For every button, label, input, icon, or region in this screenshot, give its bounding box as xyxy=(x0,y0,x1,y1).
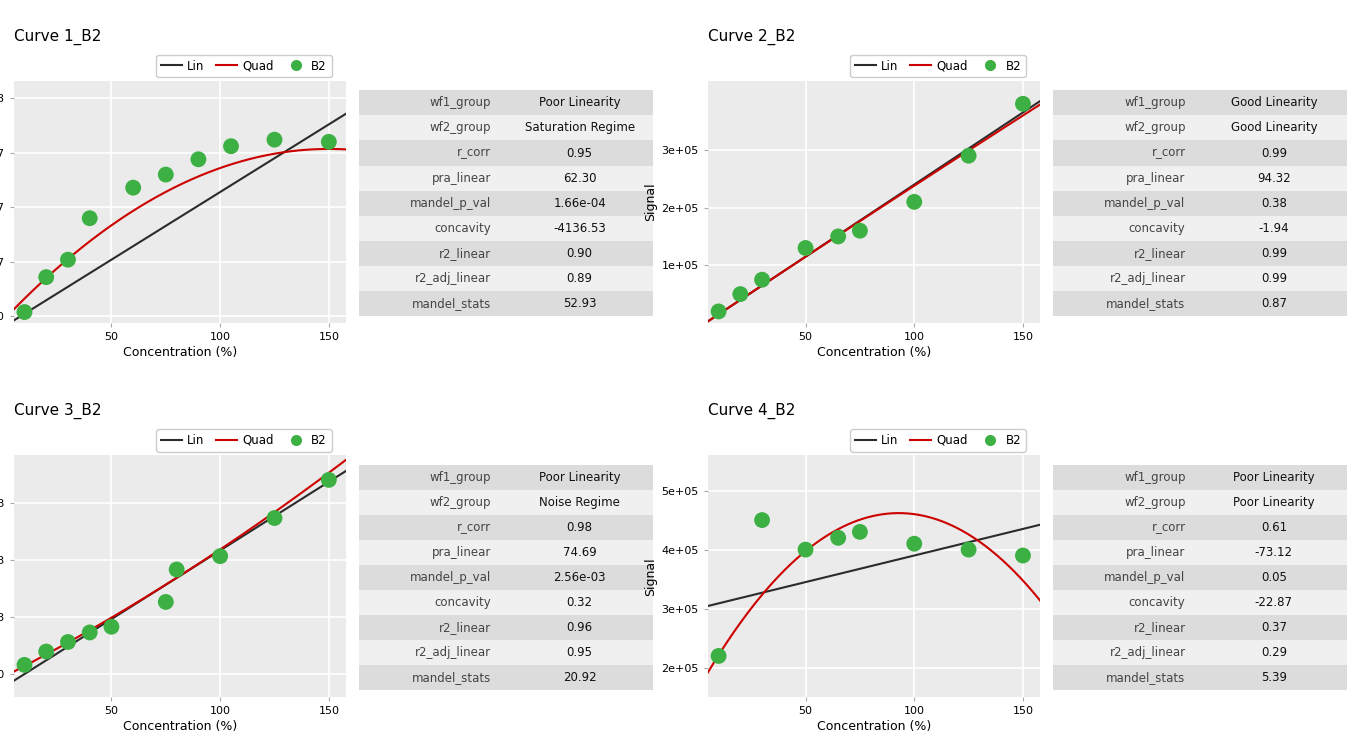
Point xyxy=(795,544,817,556)
Point xyxy=(849,526,871,538)
Text: Curve 4_B2: Curve 4_B2 xyxy=(708,403,795,419)
Point xyxy=(708,650,729,662)
Point xyxy=(827,532,849,544)
X-axis label: Concentration (%): Concentration (%) xyxy=(122,346,237,359)
Text: Curve 3_B2: Curve 3_B2 xyxy=(14,403,101,419)
Point xyxy=(155,596,177,608)
Point xyxy=(904,196,925,208)
Text: Curve 2_B2: Curve 2_B2 xyxy=(708,29,795,45)
Point xyxy=(1013,98,1034,109)
Point xyxy=(751,274,773,286)
Legend: Lin, Quad, B2: Lin, Quad, B2 xyxy=(851,429,1026,451)
Point xyxy=(729,288,751,300)
Point xyxy=(751,515,773,526)
Y-axis label: Signal: Signal xyxy=(644,183,657,221)
Point xyxy=(210,550,231,562)
Point xyxy=(101,621,122,633)
Point xyxy=(35,646,57,658)
Point xyxy=(57,254,79,266)
Point xyxy=(188,153,210,165)
Point xyxy=(958,544,980,556)
Point xyxy=(904,538,925,550)
Text: Curve 1_B2: Curve 1_B2 xyxy=(14,29,101,45)
Point xyxy=(318,136,340,148)
Point xyxy=(827,230,849,242)
Point xyxy=(57,636,79,648)
Y-axis label: Signal: Signal xyxy=(644,557,657,595)
X-axis label: Concentration (%): Concentration (%) xyxy=(122,721,237,733)
Point xyxy=(166,564,188,575)
X-axis label: Concentration (%): Concentration (%) xyxy=(817,346,931,359)
Point xyxy=(318,474,340,486)
Point xyxy=(264,512,286,524)
Point xyxy=(958,150,980,161)
Legend: Lin, Quad, B2: Lin, Quad, B2 xyxy=(851,55,1026,77)
Point xyxy=(14,659,35,671)
Point xyxy=(849,225,871,236)
Point xyxy=(122,182,144,194)
Point xyxy=(79,627,101,639)
Point xyxy=(155,169,177,181)
Point xyxy=(220,140,242,152)
Point xyxy=(14,306,35,318)
X-axis label: Concentration (%): Concentration (%) xyxy=(817,721,931,733)
Point xyxy=(795,242,817,254)
Point xyxy=(79,212,101,224)
Point xyxy=(708,305,729,317)
Legend: Lin, Quad, B2: Lin, Quad, B2 xyxy=(157,55,332,77)
Legend: Lin, Quad, B2: Lin, Quad, B2 xyxy=(157,429,332,451)
Point xyxy=(35,272,57,283)
Point xyxy=(264,134,286,145)
Point xyxy=(1013,550,1034,562)
